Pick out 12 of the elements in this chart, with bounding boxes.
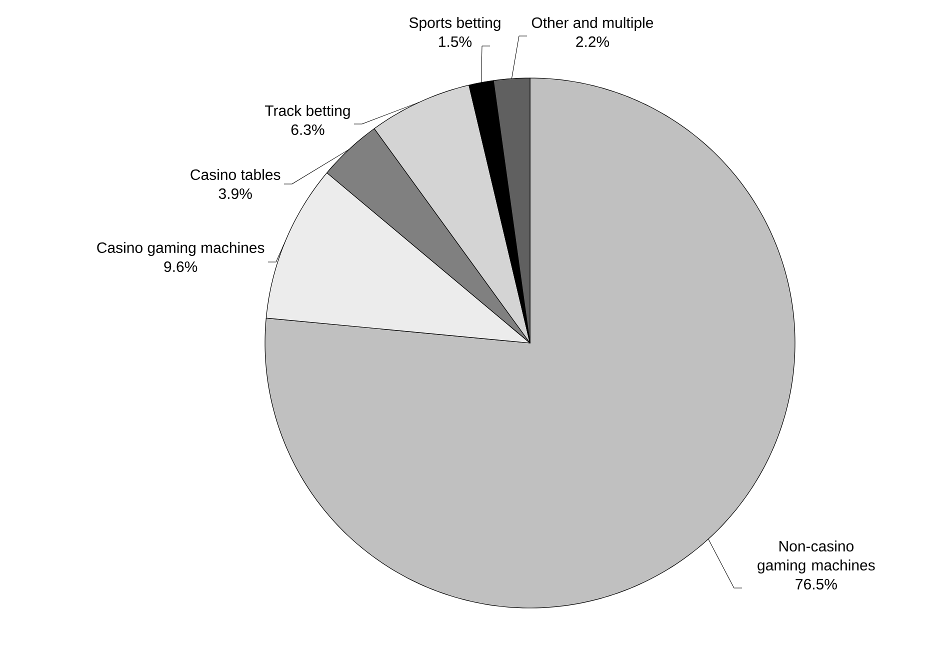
- slice-label: Casino tables: [190, 168, 280, 180]
- slice-label: Sports betting: [409, 16, 500, 31]
- slice-label: Track betting: [264, 104, 350, 119]
- slice-label: Non-casino gaming machines: [758, 540, 875, 574]
- data-label: 1.5%: [439, 36, 472, 47]
- data-label: 9.6%: [164, 261, 198, 272]
- data-label: 3.9%: [218, 188, 252, 199]
- data-label: 76.5%: [796, 578, 837, 590]
- data-label: 6.3%: [291, 124, 324, 135]
- slice-label: Casino gaming machines: [97, 242, 264, 256]
- slice-label: Other and multiple: [532, 17, 654, 31]
- data-label: 2.2%: [576, 36, 610, 47]
